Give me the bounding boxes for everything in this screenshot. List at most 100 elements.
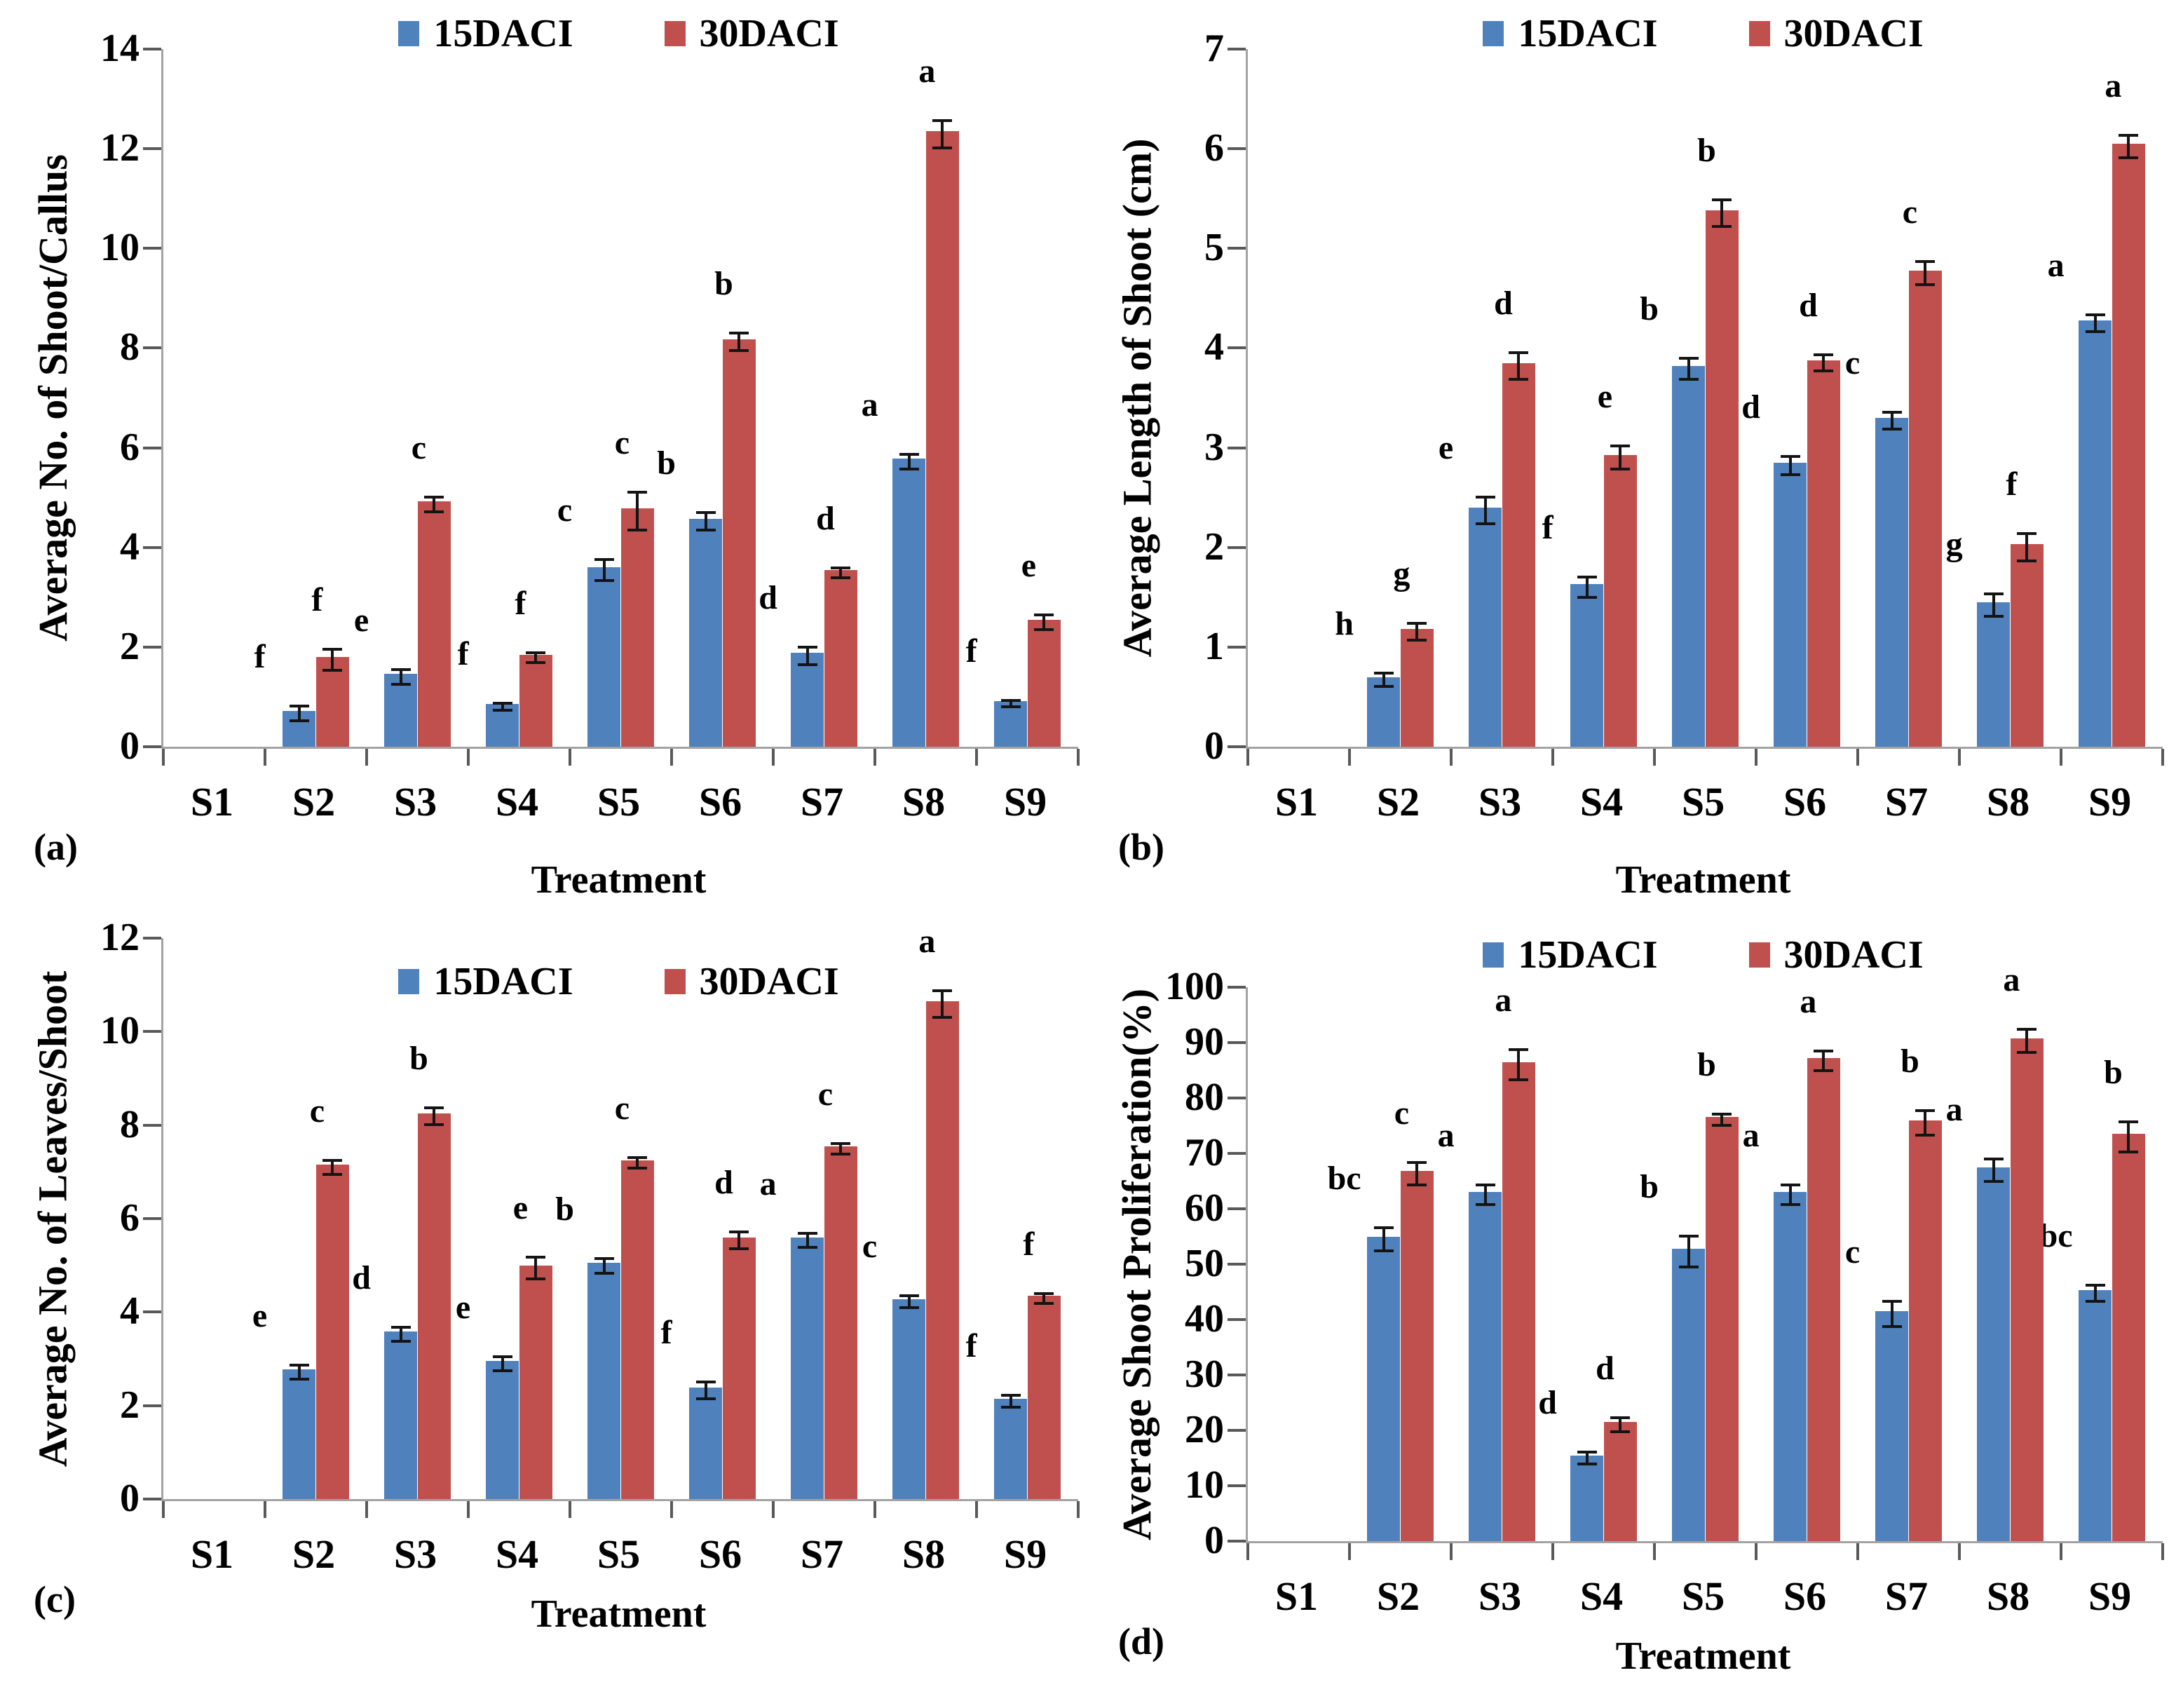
- legend-item-30DACI: 30DACI: [664, 11, 839, 56]
- y-tick-label: 0: [120, 724, 140, 768]
- error-bar: [390, 667, 411, 686]
- x-category-label: S5: [597, 1531, 641, 1577]
- legend-swatch-icon: [1748, 21, 1770, 46]
- bar-15DACI-S9: [993, 1398, 1028, 1499]
- significance-letter: a: [1945, 1090, 1963, 1128]
- significance-letter: b: [2104, 1053, 2123, 1091]
- y-tick-label: 2: [120, 1383, 140, 1427]
- y-tick-label: 10: [1185, 1463, 1224, 1507]
- category-axis: S1 S2 S3 S4 S5 S6 S7 S8 S9: [1246, 778, 2161, 825]
- bar-15DACI-S7: [1875, 417, 1909, 747]
- x-axis-title: Treatment: [531, 858, 707, 902]
- y-tick-mark: [1228, 346, 1246, 350]
- legend-swatch-icon: [664, 969, 686, 994]
- significance-letter: c: [614, 424, 630, 462]
- bar-30DACI-S9: [1027, 1296, 1061, 1499]
- significance-letter: f: [965, 1327, 977, 1364]
- x-category-label: S7: [1884, 1573, 1929, 1619]
- x-category-label: S6: [698, 779, 742, 825]
- y-tick-label: 5: [1204, 226, 1224, 270]
- significance-letter: d: [1538, 1384, 1557, 1422]
- significance-letter: a: [861, 386, 878, 423]
- y-tick-mark: [143, 1498, 161, 1500]
- y-tick-mark: [143, 1310, 161, 1314]
- legend-swatch-icon: [1483, 942, 1504, 968]
- x-category-label: S8: [1986, 1573, 2030, 1619]
- significance-letter: a: [1437, 1117, 1455, 1155]
- bar-15DACI-S6: [688, 518, 723, 747]
- x-tick-mark: [670, 749, 673, 766]
- error-bar: [1373, 672, 1394, 688]
- significance-letter: b: [1697, 132, 1716, 170]
- significance-letter: d: [714, 1163, 733, 1201]
- x-category-label: S3: [1478, 779, 1522, 825]
- significance-letter: d: [1799, 286, 1818, 324]
- significance-letter: f: [515, 585, 526, 623]
- error-bar: [1034, 614, 1054, 632]
- x-tick-mark: [1347, 749, 1351, 766]
- error-bar: [1983, 1157, 2004, 1183]
- bar-15DACI-S5: [587, 567, 621, 747]
- error-bar: [1407, 1161, 1427, 1187]
- y-tick-mark: [1228, 1041, 1246, 1044]
- legend: 15DACI 30DACI: [161, 959, 1076, 1004]
- bar-30DACI-S6: [1807, 1058, 1841, 1541]
- y-tick-mark: [1228, 147, 1246, 151]
- y-tick-mark: [143, 545, 161, 549]
- x-category-label: S9: [1003, 1531, 1047, 1577]
- y-tick-label: 80: [1185, 1075, 1224, 1119]
- significance-letter: f: [254, 638, 266, 676]
- x-category-label: S9: [2088, 779, 2132, 825]
- significance-letter: d: [1741, 388, 1760, 426]
- significance-letter: c: [411, 428, 427, 466]
- x-category-label: S8: [902, 779, 946, 825]
- bar-30DACI-S4: [519, 1265, 553, 1499]
- y-tick-mark: [143, 745, 161, 748]
- panel-c: Average No. of Leaves/Shoot 15DACI 30DACI…: [0, 854, 1084, 1708]
- error-bar: [1814, 1050, 1834, 1072]
- significance-letter: a: [1495, 981, 1512, 1019]
- y-tick-mark: [143, 247, 161, 250]
- y-tick-mark: [1228, 1207, 1246, 1210]
- significance-letter: c: [557, 492, 573, 529]
- bar-15DACI-S6: [1773, 1192, 1807, 1541]
- bar-30DACI-S6: [1807, 360, 1841, 747]
- error-bar: [1678, 1235, 1699, 1268]
- error-bar: [899, 1294, 919, 1310]
- x-axis-title: Treatment: [531, 1592, 707, 1636]
- x-category-label: S2: [292, 779, 336, 825]
- error-bar: [1882, 1300, 1902, 1328]
- error-bar: [1814, 353, 1834, 373]
- y-tick-label: 70: [1185, 1130, 1224, 1174]
- bar-30DACI-S7: [824, 569, 858, 747]
- bar-15DACI-S3: [383, 674, 418, 747]
- y-tick-mark: [1228, 1429, 1246, 1432]
- legend-label: 30DACI: [699, 960, 839, 1003]
- y-tick-label: 6: [1204, 126, 1224, 170]
- y-tick-mark: [143, 1217, 161, 1220]
- x-category-label: S4: [495, 779, 539, 825]
- bar-30DACI-S7: [1908, 270, 1943, 747]
- legend-swatch-icon: [398, 969, 420, 994]
- x-tick-mark: [2161, 1543, 2164, 1560]
- error-bar: [831, 1142, 851, 1155]
- x-tick-mark: [466, 1501, 470, 1518]
- legend-label: 15DACI: [1518, 933, 1658, 977]
- y-tick-mark: [1228, 545, 1246, 549]
- x-tick-mark: [1755, 749, 1757, 766]
- x-category-label: S5: [1681, 1573, 1725, 1619]
- legend-item-15DACI: 15DACI: [398, 959, 573, 1004]
- legend-item-15DACI: 15DACI: [1483, 11, 1658, 56]
- error-bar: [322, 648, 343, 672]
- bar-15DACI-S2: [1366, 1236, 1401, 1541]
- legend-swatch-icon: [1483, 21, 1504, 46]
- error-bar: [289, 705, 309, 723]
- error-bar: [1509, 351, 1529, 381]
- legend: 15DACI 30DACI: [1246, 11, 2161, 56]
- y-tick-mark: [1228, 1263, 1246, 1266]
- bar-15DACI-S9: [2078, 1290, 2112, 1541]
- error-bar: [932, 989, 953, 1019]
- panel-letter: (c): [34, 1578, 76, 1620]
- error-bar: [594, 558, 614, 582]
- bar-15DACI-S4: [1570, 1455, 1604, 1541]
